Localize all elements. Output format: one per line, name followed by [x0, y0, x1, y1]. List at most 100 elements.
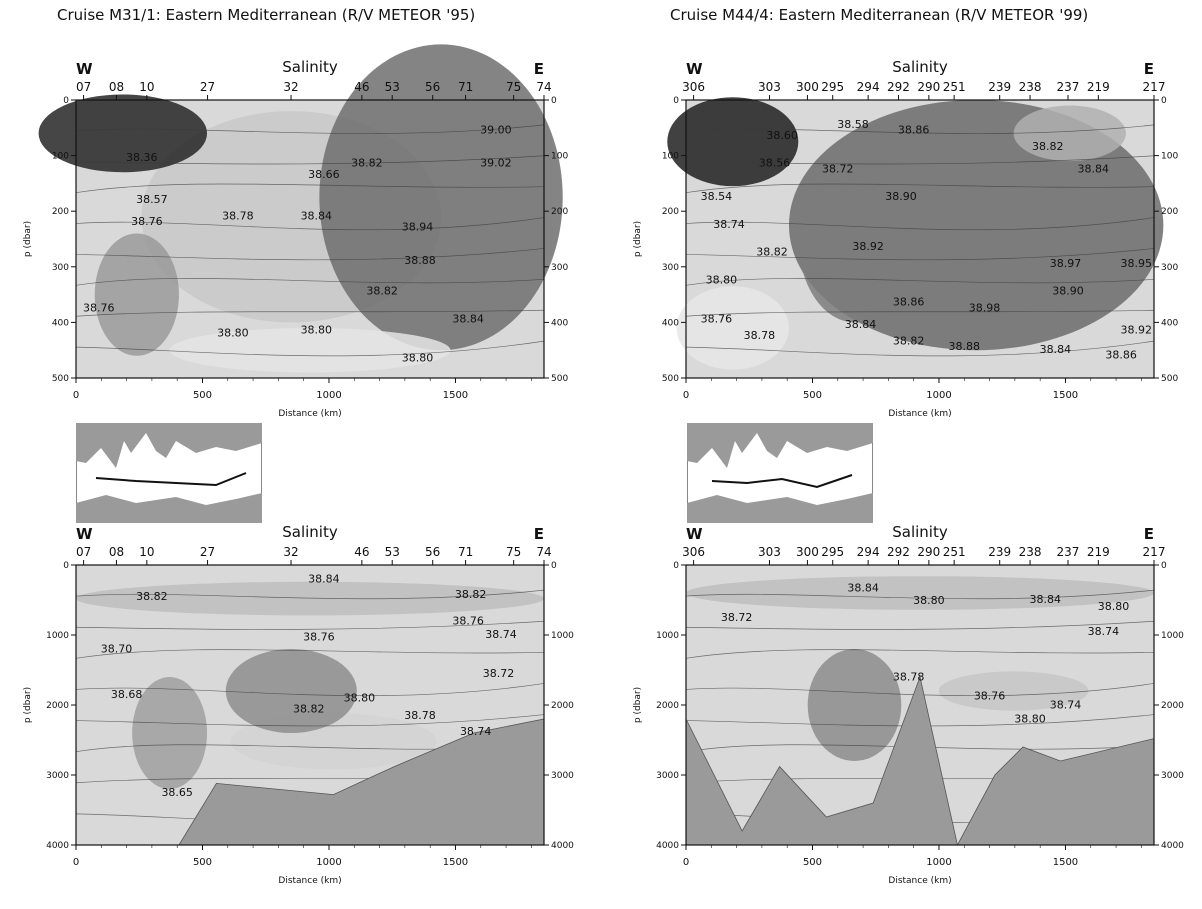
y-tick-label-right: 2000: [1161, 701, 1184, 711]
contour-line: [75, 155, 545, 165]
cruise-title-m44: Cruise M44/4: Eastern Mediterranean (R/V…: [670, 6, 1089, 24]
contour-label: 38.72: [721, 611, 753, 624]
contour-label: 39.02: [480, 157, 512, 170]
y-tick-label: 1000: [46, 631, 69, 641]
station-label: 300: [796, 80, 819, 94]
y-tick-label-right: 400: [551, 318, 568, 328]
x-axis-label: Distance (km): [888, 876, 951, 886]
contour-label: 38.80: [301, 324, 333, 337]
contour-label: 38.58: [837, 118, 869, 131]
salinity-field-shading: [910, 640, 949, 669]
contour-line: [685, 340, 1155, 357]
y-tick-label-right: 100: [1161, 152, 1178, 162]
station-label: 219: [1087, 545, 1110, 559]
station-label: 290: [917, 545, 940, 559]
y-tick-label-right: 300: [551, 263, 568, 273]
station-label: 08: [109, 80, 124, 94]
y-tick-label-right: 3000: [551, 771, 574, 781]
y-tick-label: 0: [63, 561, 69, 571]
y-tick-label: 500: [662, 374, 679, 384]
inset-map-m44: [687, 423, 873, 523]
station-label: 08: [109, 545, 124, 559]
contour-label: 38.78: [404, 709, 436, 722]
contour-line: [75, 248, 545, 261]
station-label: 292: [887, 545, 910, 559]
contour-label: 38.84: [1040, 343, 1072, 356]
contour-label: 38.82: [455, 588, 487, 601]
y-tick-label-right: 0: [551, 96, 557, 106]
cruise-title-m31: Cruise M31/1: Eastern Mediterranean (R/V…: [57, 6, 476, 24]
station-label: 27: [200, 80, 215, 94]
contour-label: 38.80: [1098, 600, 1130, 613]
salinity-field-shading: [76, 581, 544, 616]
contour-label: 38.88: [404, 254, 436, 267]
contour-line: [75, 714, 545, 727]
station-label: 300: [796, 545, 819, 559]
contour-label: 38.74: [1050, 699, 1082, 712]
panel-title: Salinity: [282, 58, 338, 76]
station-label: 292: [887, 80, 910, 94]
salinity-section-m31-deep: 38.8238.8438.8238.7638.7438.7638.7038.72…: [23, 523, 574, 886]
contour-label: 38.66: [308, 168, 340, 181]
station-label: 56: [425, 545, 440, 559]
station-label: 294: [857, 545, 880, 559]
y-tick-label: 1000: [656, 631, 679, 641]
salinity-field-shading: [94, 233, 179, 356]
station-label: 239: [988, 80, 1011, 94]
station-label: 10: [139, 545, 154, 559]
y-tick-label-right: 1000: [1161, 631, 1184, 641]
contour-label: 38.74: [1088, 625, 1120, 638]
inset-land-north: [76, 423, 262, 468]
x-tick-label: 1000: [926, 857, 951, 868]
salinity-field-shading: [132, 677, 208, 789]
contour-label: 38.76: [83, 301, 115, 314]
salinity-field-shading: [38, 94, 208, 173]
station-label: 303: [758, 545, 781, 559]
station-label: 251: [943, 80, 966, 94]
y-tick-label: 300: [52, 263, 69, 273]
station-label: 290: [917, 80, 940, 94]
y-axis-label: p (dbar): [633, 221, 643, 257]
contour-line: [685, 217, 1155, 231]
contour-label: 38.72: [483, 667, 514, 680]
x-axis-label: Distance (km): [278, 409, 341, 419]
contour-label: 38.82: [136, 590, 168, 603]
west-label: W: [686, 525, 703, 543]
contour-line: [685, 589, 1155, 600]
contour-label: 38.36: [126, 151, 158, 164]
y-tick-label: 0: [63, 96, 69, 106]
contour-label: 38.95: [1121, 257, 1153, 270]
y-tick-label: 2000: [656, 701, 679, 711]
inset-cruise-track: [95, 472, 247, 487]
contour-label: 38.76: [131, 215, 163, 228]
station-label: 217: [1143, 80, 1166, 94]
contour-label: 38.72: [822, 162, 854, 175]
y-tick-label-right: 3000: [1161, 771, 1184, 781]
contour-label: 38.82: [366, 285, 398, 298]
y-tick-label-right: 500: [551, 374, 568, 384]
station-label: 27: [200, 545, 215, 559]
station-label: 56: [425, 80, 440, 94]
y-tick-label: 0: [673, 561, 679, 571]
x-tick-label: 1000: [316, 857, 341, 868]
contour-line: [685, 183, 1155, 194]
station-label: 294: [857, 80, 880, 94]
y-tick-label-right: 500: [1161, 374, 1178, 384]
west-label: W: [686, 60, 703, 78]
station-label: 238: [1019, 545, 1042, 559]
contour-label: 38.84: [1029, 593, 1061, 606]
salinity-field-shading: [225, 649, 357, 733]
contour-line: [685, 744, 1155, 753]
station-label: 74: [536, 545, 551, 559]
y-tick-label: 500: [52, 374, 69, 384]
salinity-section-m44-upper: 38.54 38.74 38.56 38.60 38.58 38.72 38.82 38.80…: [633, 58, 1178, 419]
contour-line: [75, 683, 545, 696]
salinity-section-m31-upper: 38.36 38.57 38.76 38.78 38.66 38.84 38.82 39.00…: [23, 44, 568, 419]
y-axis-label: p (dbar): [633, 687, 643, 723]
contour-line: [685, 649, 1155, 659]
contour-line: [75, 278, 545, 286]
contour-label: 38.76: [452, 615, 484, 628]
x-tick-label: 500: [193, 390, 212, 401]
west-label: W: [76, 525, 93, 543]
contour-label: 38.80: [706, 273, 738, 286]
